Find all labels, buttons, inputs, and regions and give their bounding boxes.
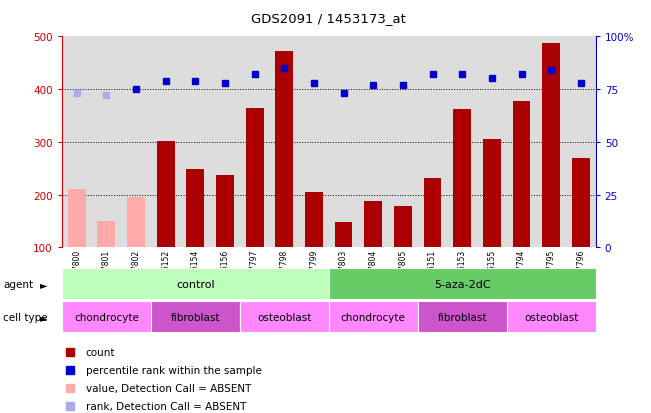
Bar: [62, 301, 151, 332]
Bar: [329, 301, 418, 332]
Bar: [394, 207, 412, 248]
Bar: [483, 140, 501, 248]
Text: agent: agent: [3, 279, 33, 289]
Text: GDS2091 / 1453173_at: GDS2091 / 1453173_at: [251, 12, 406, 25]
Bar: [305, 192, 323, 248]
Bar: [418, 301, 506, 332]
Bar: [335, 223, 352, 248]
Bar: [98, 221, 115, 248]
Text: chondrocyte: chondrocyte: [74, 312, 139, 322]
Text: percentile rank within the sample: percentile rank within the sample: [86, 365, 262, 375]
Bar: [186, 170, 204, 248]
Bar: [216, 175, 234, 248]
Bar: [365, 202, 382, 248]
Bar: [453, 109, 471, 248]
Text: count: count: [86, 347, 115, 357]
Text: control: control: [176, 279, 215, 289]
Text: value, Detection Call = ABSENT: value, Detection Call = ABSENT: [86, 383, 251, 393]
Text: fibroblast: fibroblast: [437, 312, 487, 322]
Text: rank, Detection Call = ABSENT: rank, Detection Call = ABSENT: [86, 401, 246, 411]
Bar: [151, 301, 240, 332]
Bar: [572, 158, 590, 248]
Bar: [68, 190, 85, 248]
Bar: [506, 301, 596, 332]
Text: cell type: cell type: [3, 312, 48, 322]
Text: osteoblast: osteoblast: [257, 312, 311, 322]
Bar: [240, 301, 329, 332]
Text: fibroblast: fibroblast: [171, 312, 220, 322]
Bar: [245, 108, 264, 248]
Bar: [127, 198, 145, 248]
Bar: [62, 268, 329, 299]
Bar: [157, 141, 174, 248]
Text: osteoblast: osteoblast: [524, 312, 578, 322]
Bar: [275, 52, 293, 248]
Bar: [329, 268, 596, 299]
Bar: [424, 178, 441, 248]
Bar: [542, 44, 560, 248]
Text: chondrocyte: chondrocyte: [341, 312, 406, 322]
Text: ►: ►: [40, 312, 48, 322]
Bar: [512, 102, 531, 248]
Text: ►: ►: [40, 279, 48, 289]
Text: 5-aza-2dC: 5-aza-2dC: [434, 279, 490, 289]
